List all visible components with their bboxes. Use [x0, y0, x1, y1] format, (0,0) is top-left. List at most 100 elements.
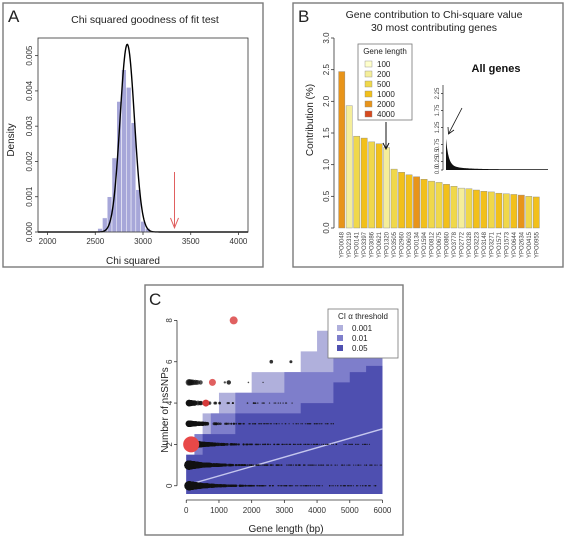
panel-c-point: [296, 485, 298, 487]
panel-c-point: [253, 402, 255, 404]
panel-c-point: [343, 464, 346, 466]
panel-c-point: [314, 443, 316, 446]
panel-c-point: [321, 485, 323, 487]
panel-b-letter: B: [298, 7, 309, 26]
panel-c-point: [288, 423, 290, 425]
panel-c-point: [221, 484, 225, 488]
panel-c-point: [298, 464, 300, 466]
panel-c-point: [344, 485, 346, 487]
panel-c-point: [317, 464, 320, 466]
panel-c-point: [275, 464, 278, 466]
panel-b-inset-ytick-label: 0.5: [435, 148, 441, 157]
panel-a-ytick-label: 0.005: [25, 45, 34, 66]
panel-b-inset-ytick-label: 1.25: [435, 121, 441, 133]
panel-c-point: [364, 443, 366, 445]
panel-c-point: [320, 423, 322, 425]
panel-c-point: [291, 485, 294, 487]
panel-b-inset-ytick-label: 0.0: [435, 165, 441, 174]
panel-c-point: [279, 402, 282, 404]
panel-c-point: [195, 400, 201, 406]
panel-c-point: [352, 485, 354, 487]
panel-b-legend-label: 200: [377, 70, 391, 79]
panel-b-bar: [398, 172, 405, 229]
panel-b-bar: [473, 189, 480, 229]
panel-b-bar: [517, 194, 525, 229]
panel-b-inset-area: [446, 138, 548, 170]
panel-c-point: [193, 421, 199, 427]
panel-c-point: [321, 423, 323, 425]
panel-c-point: [255, 464, 258, 466]
panel-c-point: [257, 464, 260, 466]
panel-b-ytick-label: 0.0: [322, 222, 331, 234]
panel-c-point: [334, 464, 336, 466]
panel-a-ytick-label: 0.004: [25, 80, 34, 101]
panel-c-point: [368, 443, 371, 445]
panel-b-ytick-label: 1.5: [322, 127, 331, 139]
panel-b-bar: [443, 184, 450, 229]
panel-c-point: [290, 464, 293, 466]
panel-c-point: [296, 443, 299, 446]
panel-c-point: [210, 442, 215, 447]
panel-c-point: [316, 485, 318, 487]
panel-c-point: [294, 485, 297, 487]
panel-b-inset-arrow-head: [447, 126, 455, 135]
panel-c-point: [316, 423, 318, 425]
panel-b-legend-swatch: [364, 60, 373, 68]
panel-c-point: [257, 402, 259, 404]
panel-c-point: [272, 464, 274, 466]
panel-c-point: [287, 464, 289, 466]
panel-c-point: [310, 464, 312, 466]
panel-c-point: [246, 402, 249, 404]
panel-c-point: [299, 485, 301, 487]
panel-c-point: [324, 443, 327, 446]
panel-c-point: [260, 464, 262, 466]
panel-b-gene-label: YPO1320: [385, 231, 391, 258]
panel-c-point: [192, 461, 200, 469]
panel-c-point: [268, 402, 271, 404]
panel-b-gene-label: YPO0860: [444, 231, 450, 258]
panel-c-point: [263, 484, 265, 487]
panel-c-xtick-label: 3000: [275, 506, 293, 515]
panel-b-ytick-label: 1.0: [322, 159, 331, 171]
panel-c-point: [183, 436, 200, 453]
panel-a-letter: A: [8, 7, 20, 26]
panel-c-point: [188, 481, 197, 490]
panel-b-gene-label: YPO3505: [392, 231, 398, 258]
panel-c-point: [227, 422, 230, 425]
panel-c-point: [319, 464, 321, 466]
panel-c-point: [366, 443, 368, 445]
panel-c-point: [328, 443, 330, 446]
panel-c-point: [276, 443, 278, 446]
panel-c-point: [259, 484, 262, 487]
panel-b-gene-label: YPO3397: [362, 231, 368, 258]
panel-c-point: [295, 423, 297, 425]
panel-c-point: [266, 423, 268, 425]
panel-c-point: [270, 423, 273, 425]
panel-c-point: [226, 380, 231, 385]
panel-c-letter: C: [149, 290, 161, 309]
panel-c-point: [241, 484, 244, 487]
panel-b-gene-label: YPO0644: [512, 231, 518, 258]
panel-c-point: [269, 359, 274, 364]
panel-c-point: [219, 442, 224, 446]
panel-c-point: [269, 423, 271, 425]
panel-c-regression-line: [186, 428, 383, 486]
panel-c-point: [322, 443, 324, 446]
panel-c-point: [247, 443, 249, 446]
panel-c-point: [309, 464, 311, 466]
panel-c-frame: [144, 284, 404, 536]
panel-c-point: [201, 483, 208, 489]
panel-b-gene-label: YPO3086: [370, 231, 376, 258]
panel-c-point: [256, 484, 258, 487]
panel-c-point: [299, 443, 302, 446]
panel-c-xtick-label: 6000: [374, 506, 392, 515]
panel-b-gene-label: YPO3148: [482, 231, 488, 258]
panel-c-point: [305, 485, 308, 487]
panel-c-point: [349, 443, 352, 445]
panel-b-gene-label: YPO2772: [459, 231, 465, 258]
panel-c-point: [297, 485, 299, 487]
panel-b-legend-label: 2000: [377, 100, 395, 109]
panel-c-point: [264, 484, 267, 487]
panel-a-xtick-label: 3000: [134, 237, 152, 246]
panel-c-legend-label: 0.05: [352, 344, 368, 353]
